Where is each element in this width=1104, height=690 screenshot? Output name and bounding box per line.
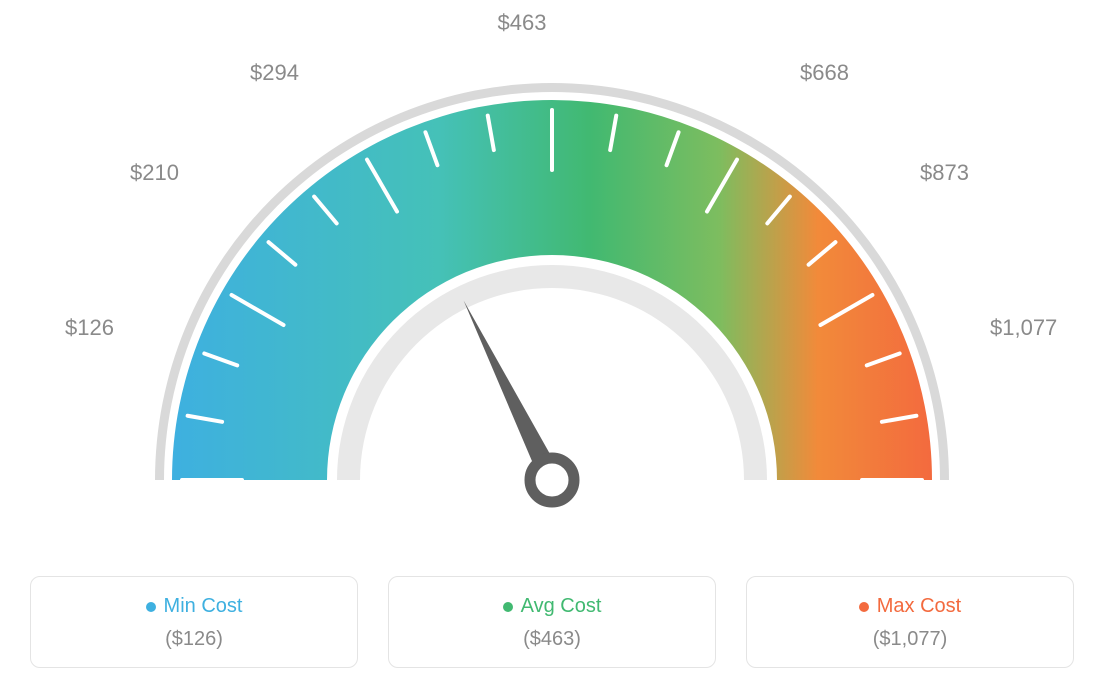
tick-label-6: $1,077 bbox=[990, 315, 1057, 341]
gauge-svg bbox=[112, 40, 992, 540]
tick-label-3: $463 bbox=[498, 10, 547, 36]
min-cost-value: ($126) bbox=[41, 628, 347, 651]
max-dot-icon bbox=[859, 602, 869, 612]
min-cost-card: Min Cost ($126) bbox=[30, 576, 358, 668]
avg-dot-icon bbox=[503, 602, 513, 612]
tick-label-5: $873 bbox=[920, 160, 969, 186]
max-cost-label: Max Cost bbox=[877, 595, 961, 618]
summary-cards: Min Cost ($126) Avg Cost ($463) Max Cost… bbox=[30, 576, 1074, 668]
min-cost-label: Min Cost bbox=[164, 595, 243, 618]
avg-cost-card: Avg Cost ($463) bbox=[388, 576, 716, 668]
min-dot-icon bbox=[146, 602, 156, 612]
avg-title-row: Avg Cost bbox=[503, 595, 602, 618]
gauge-chart: $126 $210 $294 $463 $668 $873 $1,077 bbox=[0, 0, 1104, 560]
tick-label-4: $668 bbox=[800, 60, 849, 86]
max-cost-value: ($1,077) bbox=[757, 628, 1063, 651]
tick-label-2: $294 bbox=[250, 60, 299, 86]
max-cost-card: Max Cost ($1,077) bbox=[746, 576, 1074, 668]
max-title-row: Max Cost bbox=[859, 595, 961, 618]
min-title-row: Min Cost bbox=[146, 595, 243, 618]
avg-cost-value: ($463) bbox=[399, 628, 705, 651]
avg-cost-label: Avg Cost bbox=[521, 595, 602, 618]
tick-label-1: $210 bbox=[130, 160, 179, 186]
tick-label-0: $126 bbox=[65, 315, 114, 341]
